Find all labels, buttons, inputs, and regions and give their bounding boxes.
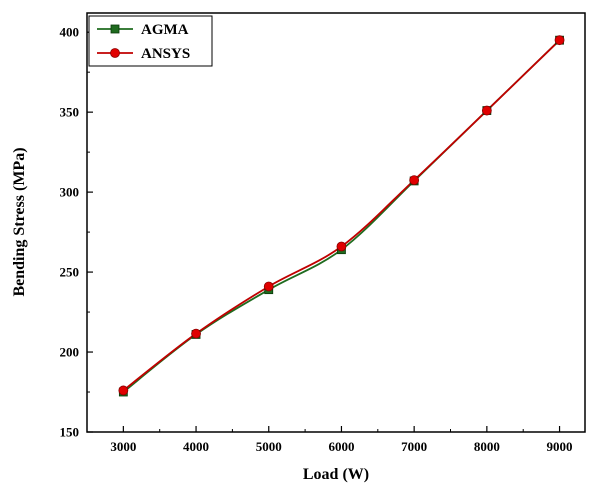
x-axis: 3000 4000 5000 6000 7000 8000 9000 (110, 426, 573, 454)
legend-box (88, 15, 213, 67)
point-ansys (191, 328, 201, 339)
series-line-ansys (122, 39, 561, 392)
y-tick-label: 150 (60, 425, 80, 440)
y-tick-label: 300 (60, 185, 80, 200)
point-ansys (481, 105, 492, 116)
series-lines (122, 39, 561, 393)
legend-label-agma: AGMA (141, 22, 189, 38)
y-axis: 150 200 250 300 350 400 (60, 25, 93, 440)
legend-marker-ansys (110, 48, 120, 58)
x-tick-label: 3000 (110, 439, 136, 454)
x-tick-label: 8000 (474, 439, 500, 454)
y-axis-title: Bending Stress (MPa) (11, 147, 28, 296)
y-tick-label: 350 (60, 105, 80, 120)
legend-item-agma: AGMA (97, 22, 189, 38)
legend: AGMA ANSYS (88, 15, 213, 67)
point-ansys (263, 281, 274, 292)
legend-item-ansys: ANSYS (97, 46, 190, 62)
x-axis-title: Load (W) (303, 466, 369, 483)
point-ansys (554, 35, 565, 46)
y-tick-label: 200 (60, 345, 80, 360)
x-tick-label: 9000 (547, 439, 573, 454)
x-tick-label: 4000 (183, 439, 209, 454)
plot-frame (86, 12, 586, 433)
x-tick-label: 7000 (401, 439, 427, 454)
legend-label-ansys: ANSYS (141, 46, 190, 62)
legend-marker-agma (110, 24, 120, 34)
x-tick-label: 6000 (328, 439, 354, 454)
y-tick-label: 250 (60, 265, 80, 280)
point-ansys (409, 175, 420, 186)
series-markers (118, 35, 565, 397)
x-tick-label: 5000 (256, 439, 282, 454)
point-ansys (118, 385, 129, 396)
y-tick-label: 400 (60, 25, 80, 40)
point-ansys (336, 241, 347, 252)
